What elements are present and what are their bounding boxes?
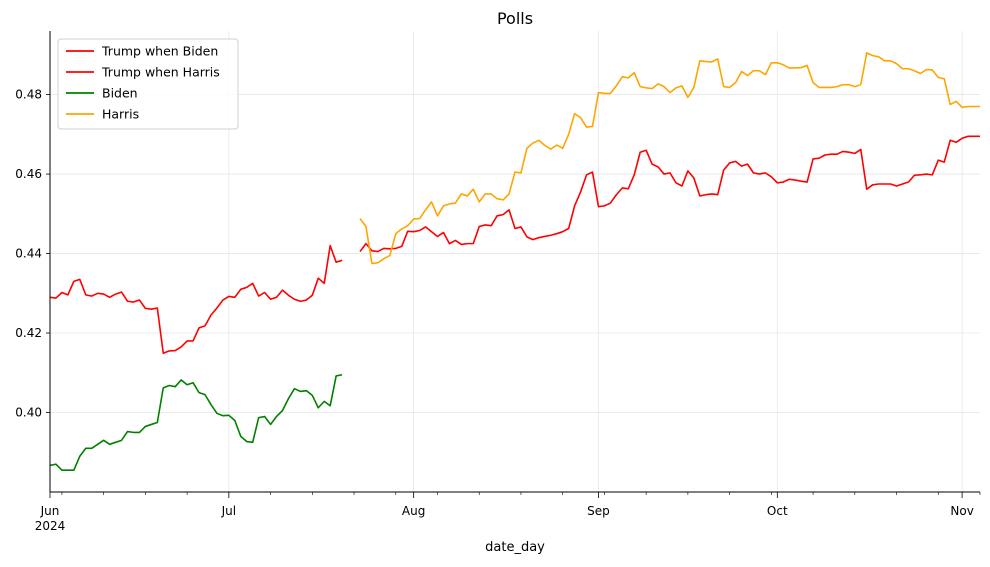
y-tick-label: 0.48 (15, 88, 42, 102)
x-axis-label: date_day (485, 540, 545, 555)
y-tick-label: 0.40 (15, 406, 42, 420)
series-line-trump-when-biden (49, 244, 343, 355)
x-tick-label: Oct (767, 504, 788, 518)
legend-label: Trump when Harris (101, 65, 220, 80)
x-tick-label: Jun (40, 504, 60, 518)
x-tick-label: Jul (221, 504, 236, 518)
x-tick-sublabel: 2024 (35, 519, 66, 533)
x-tick-label: Sep (587, 504, 610, 518)
legend: Trump when Biden Trump when Harris Biden Ha… (57, 38, 239, 130)
y-tick-label: 0.42 (15, 326, 42, 340)
series-line-harris (359, 52, 980, 265)
y-tick-label: 0.44 (15, 247, 42, 261)
series-line-biden (49, 373, 343, 471)
chart-title: Polls (497, 9, 533, 28)
y-tick-label: 0.46 (15, 167, 42, 181)
legend-label: Biden (102, 86, 138, 101)
legend-box (57, 38, 239, 130)
legend-label: Trump when Biden (101, 44, 218, 59)
x-tick-label: Nov (950, 504, 973, 518)
x-tick-label: Aug (402, 504, 425, 518)
series-line-trump-when-harris (359, 135, 980, 253)
series-lines (49, 52, 980, 471)
legend-label: Harris (102, 107, 139, 122)
